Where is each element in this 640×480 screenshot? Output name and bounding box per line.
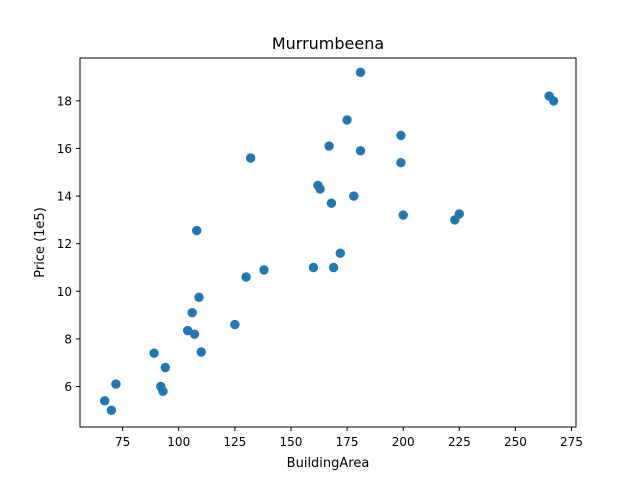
x-axis-label: BuildingArea <box>287 456 370 471</box>
data-point-6 <box>160 362 170 373</box>
x-tick-label-2: 125 <box>223 435 246 449</box>
y-tick-label-6: 18 <box>57 94 72 108</box>
data-point-25 <box>349 191 359 201</box>
y-tick-label-4: 14 <box>57 190 72 204</box>
data-point-3 <box>149 348 159 358</box>
x-tick-label-1: 100 <box>167 435 190 449</box>
y-tick-label-2: 10 <box>57 285 72 299</box>
y-axis: 6 8 10 12 14 16 18 <box>57 94 80 394</box>
x-tick-label-0: 75 <box>115 435 130 449</box>
data-point-29 <box>396 158 406 168</box>
data-point-26 <box>355 67 366 78</box>
data-point-9 <box>189 329 200 339</box>
y-tick-label-3: 12 <box>57 237 72 251</box>
data-point-27 <box>355 146 366 156</box>
data-point-0 <box>100 396 110 406</box>
data-point-30 <box>398 210 408 220</box>
data-point-11 <box>194 292 204 302</box>
data-point-16 <box>259 265 269 275</box>
data-point-17 <box>308 262 319 273</box>
data-point-20 <box>324 141 334 151</box>
data-points <box>100 67 559 415</box>
data-point-5 <box>158 386 168 396</box>
x-axis: 75 100 125 150 175 200 225 250 275 <box>115 427 583 449</box>
y-tick-label-1: 8 <box>64 332 72 346</box>
data-point-34 <box>548 96 559 106</box>
y-tick-label-0: 6 <box>64 380 72 394</box>
data-point-19 <box>315 184 325 194</box>
data-point-1 <box>106 405 117 415</box>
data-point-8 <box>187 308 197 318</box>
data-point-23 <box>335 248 345 258</box>
y-axis-label: Price (1e5) <box>33 207 48 278</box>
data-point-2 <box>111 379 121 389</box>
data-point-24 <box>342 115 352 125</box>
data-point-15 <box>245 153 256 163</box>
data-point-21 <box>326 198 337 208</box>
x-tick-label-4: 175 <box>336 435 359 449</box>
data-point-28 <box>396 130 406 141</box>
data-point-10 <box>192 225 202 236</box>
chart-title: Murrumbeena <box>272 34 384 53</box>
data-point-22 <box>328 262 339 273</box>
x-tick-label-8: 275 <box>560 435 583 449</box>
data-point-32 <box>454 209 464 219</box>
x-tick-label-6: 225 <box>448 435 471 449</box>
data-point-14 <box>241 272 251 282</box>
x-tick-label-3: 150 <box>280 435 303 449</box>
y-tick-label-5: 16 <box>57 142 72 156</box>
plot-frame <box>79 57 577 428</box>
data-point-12 <box>196 347 206 357</box>
x-tick-label-5: 200 <box>392 435 415 449</box>
x-tick-label-7: 250 <box>504 435 527 449</box>
data-point-13 <box>230 319 240 330</box>
